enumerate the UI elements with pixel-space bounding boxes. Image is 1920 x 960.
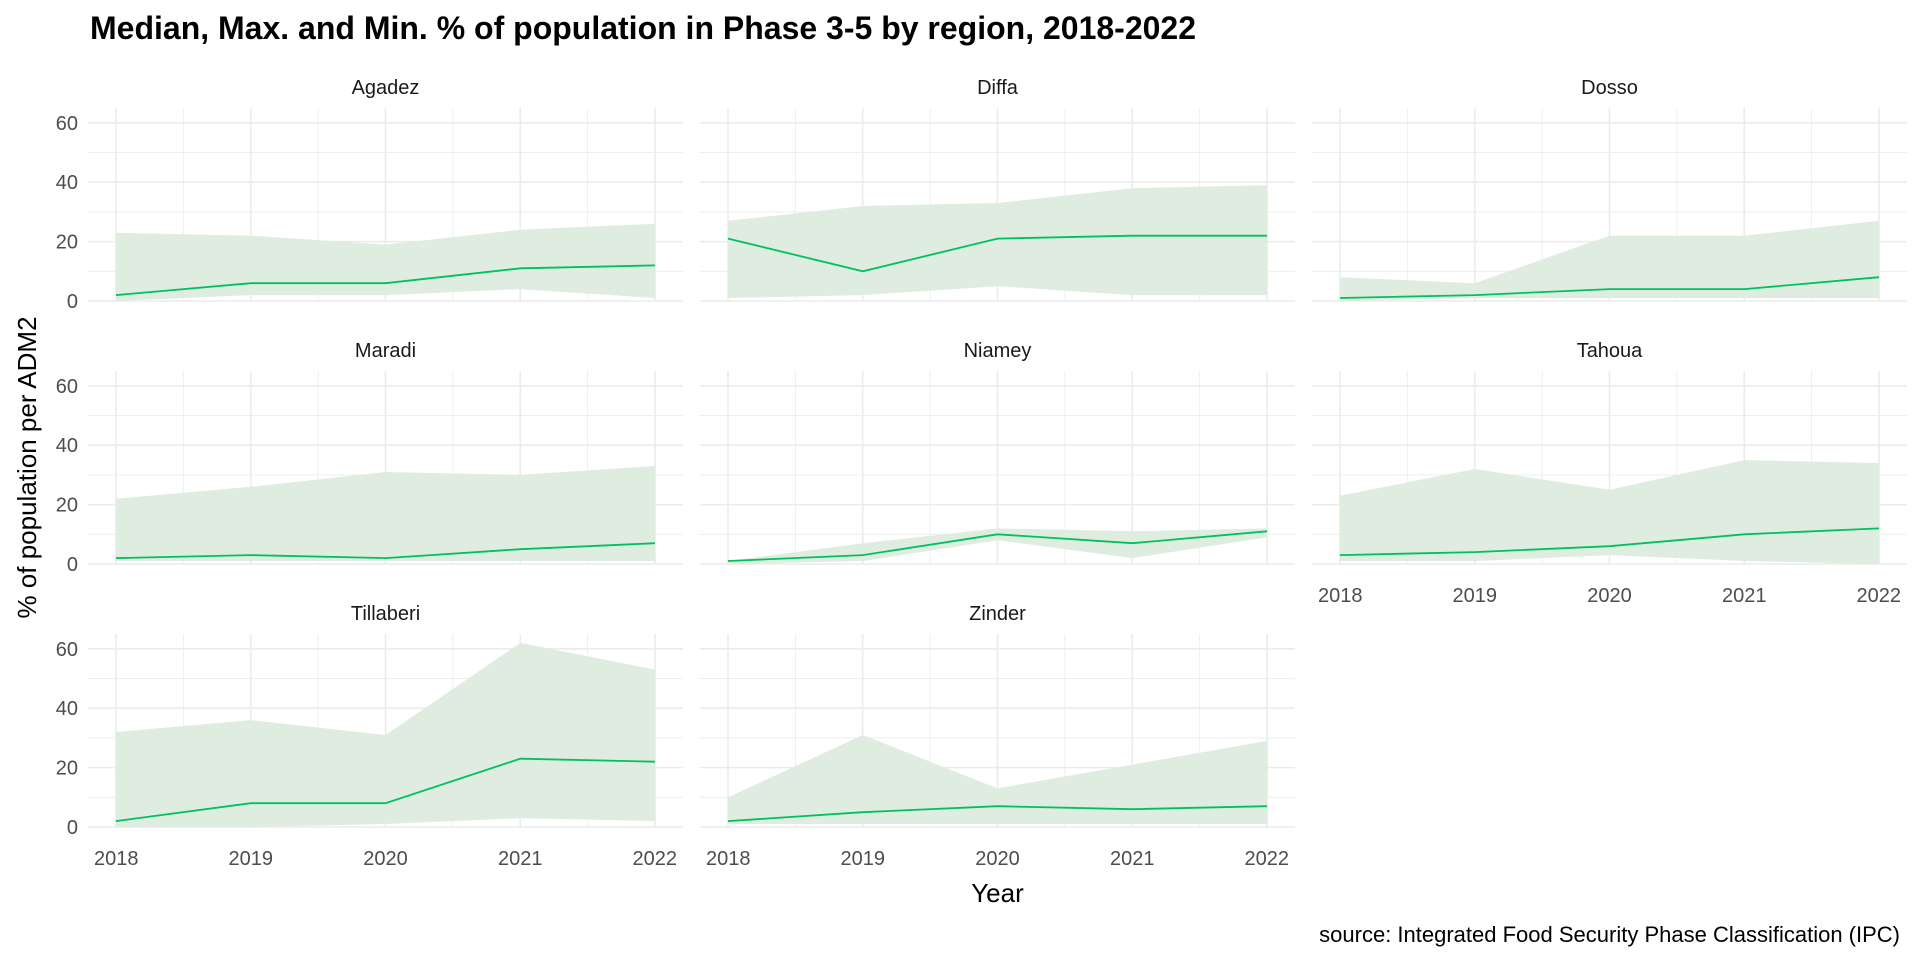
- facet-label-agadez: Agadez: [352, 77, 420, 99]
- range-band-dosso: [1340, 220, 1879, 301]
- x-tick-label: 2018: [94, 848, 139, 870]
- median-line-dosso: [1339, 276, 1880, 299]
- y-tick-label: 60: [56, 639, 78, 661]
- range-band-zinder: [728, 735, 1267, 824]
- x-axis-title: Year: [971, 878, 1024, 908]
- facet-label-diffa: Diffa: [977, 77, 1019, 99]
- y-tick-label: 0: [67, 554, 78, 576]
- y-tick-label: 0: [67, 817, 78, 839]
- facet-label-dosso: Dosso: [1581, 77, 1638, 99]
- facet-label-tahoua: Tahoua: [1577, 340, 1643, 362]
- chart-title: Median, Max. and Min. % of population in…: [90, 10, 1197, 46]
- y-tick-label: 20: [56, 758, 78, 780]
- facet-label-niamey: Niamey: [964, 340, 1032, 362]
- x-tick-label: 2021: [1722, 585, 1767, 607]
- median-line-tillaberi: [115, 757, 656, 822]
- median-line-agadez: [115, 264, 656, 296]
- x-tick-label: 2022: [1245, 848, 1290, 870]
- y-tick-label: 40: [56, 698, 78, 720]
- x-tick-label: 2019: [1453, 585, 1498, 607]
- range-band-maradi: [116, 466, 655, 561]
- x-tick-label: 2020: [975, 848, 1020, 870]
- y-tick-label: 40: [56, 435, 78, 457]
- range-band-agadez: [116, 223, 655, 301]
- y-axis-title: % of population per ADM2: [12, 316, 42, 618]
- median-line-zinder: [727, 805, 1268, 822]
- x-tick-label: 2021: [1110, 848, 1155, 870]
- median-line-diffa: [727, 234, 1267, 273]
- facet-label-maradi: Maradi: [355, 340, 416, 362]
- median-line-tahoua: [1339, 527, 1880, 556]
- source-caption: source: Integrated Food Security Phase C…: [1319, 922, 1900, 947]
- y-tick-label: 60: [56, 113, 78, 135]
- facet-label-zinder: Zinder: [969, 603, 1026, 625]
- range-band-tillaberi: [116, 642, 655, 827]
- range-band-tahoua: [1340, 460, 1879, 564]
- x-tick-label: 2020: [363, 848, 408, 870]
- y-tick-label: 20: [56, 495, 78, 517]
- x-tick-label: 2021: [498, 848, 543, 870]
- x-tick-label: 2018: [1318, 585, 1363, 607]
- median-line-niamey: [727, 530, 1268, 562]
- y-tick-label: 60: [56, 376, 78, 398]
- y-tick-label: 40: [56, 172, 78, 194]
- x-tick-label: 2019: [841, 848, 886, 870]
- x-tick-label: 2019: [229, 848, 274, 870]
- x-tick-label: 2018: [706, 848, 751, 870]
- y-tick-label: 20: [56, 232, 78, 254]
- range-band-diffa: [728, 185, 1267, 298]
- x-tick-label: 2022: [1857, 585, 1902, 607]
- facet-label-tillaberi: Tillaberi: [351, 603, 420, 625]
- x-tick-label: 2022: [633, 848, 678, 870]
- x-tick-label: 2020: [1587, 585, 1632, 607]
- y-tick-label: 0: [67, 291, 78, 313]
- median-line-maradi: [115, 542, 656, 560]
